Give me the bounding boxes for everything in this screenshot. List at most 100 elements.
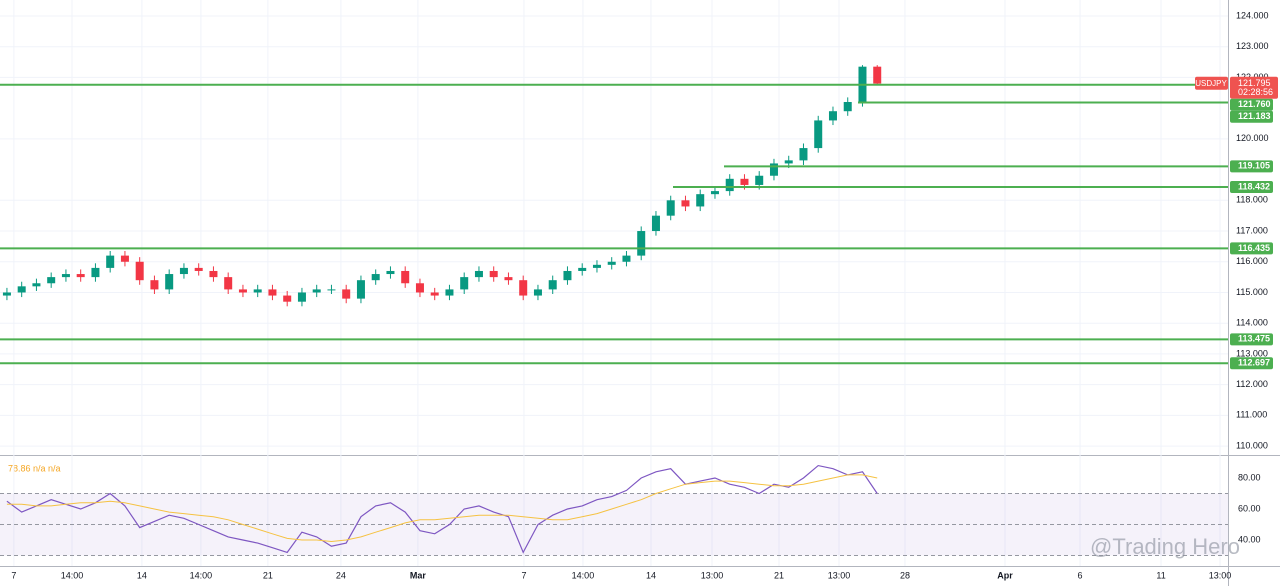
candle-body: [548, 280, 557, 290]
candle-body: [474, 270, 483, 278]
candle-body: [106, 255, 115, 268]
watermark: @Trading Hero: [1090, 534, 1240, 559]
y-tick-label: 116.000: [1236, 256, 1268, 266]
candle-body: [194, 267, 203, 271]
last-price-box: [1230, 76, 1278, 99]
candle-body: [784, 160, 793, 164]
candle-body: [814, 120, 823, 149]
candle-body: [253, 289, 262, 293]
level-label: 112.697: [1238, 358, 1270, 368]
candle-body: [755, 175, 764, 185]
y-tick-label: 115.000: [1236, 287, 1268, 297]
candle-body: [179, 267, 188, 275]
candle-body: [769, 163, 778, 176]
candle-body: [873, 66, 882, 84]
y-tick-label: 80.00: [1238, 472, 1261, 482]
y-tick-label: 111.000: [1236, 410, 1267, 420]
y-tick-label: 110.000: [1236, 440, 1268, 450]
x-tick-label: 14:00: [61, 570, 84, 580]
candle-body: [563, 270, 572, 281]
level-label: 113.475: [1238, 334, 1270, 344]
candle-body: [622, 255, 631, 262]
candle-body: [371, 274, 380, 281]
candle-body: [32, 283, 41, 287]
x-tick-label: 14: [646, 570, 656, 580]
rsi-line: [6, 464, 878, 554]
candle-body: [386, 270, 395, 275]
y-tick-label: 60.00: [1238, 503, 1261, 513]
symbol-label: USDJPY: [1195, 79, 1227, 88]
candle-body: [828, 111, 837, 121]
candle-body: [651, 215, 660, 232]
candle-body: [740, 178, 749, 185]
candle-body: [297, 292, 306, 302]
candle-body: [238, 289, 247, 293]
x-tick-label: 13:00: [828, 570, 851, 580]
level-label-box: [1230, 333, 1273, 346]
candle-body: [150, 280, 159, 290]
rsi-readout: 78.86 n/a n/a: [8, 463, 61, 473]
x-tick-label: 14: [137, 570, 147, 580]
candle-body: [843, 101, 852, 112]
candle-body: [710, 191, 719, 195]
level-label-box: [1230, 98, 1273, 111]
x-tick-label: 7: [521, 570, 526, 580]
level-label: 121.183: [1238, 111, 1271, 121]
candle-body: [445, 289, 454, 296]
level-label: 121.760: [1238, 99, 1271, 109]
x-tick-label: 7: [11, 570, 16, 580]
candle-body: [578, 267, 587, 271]
candle-body: [91, 267, 100, 278]
candle-body: [17, 286, 26, 293]
candle-body: [283, 295, 292, 302]
candle-body: [637, 231, 646, 256]
y-tick-label: 117.000: [1236, 225, 1268, 235]
y-tick-label: 113.000: [1236, 348, 1268, 358]
candle-body: [504, 277, 513, 281]
x-tick-label: 28: [900, 570, 910, 580]
candle-body: [2, 292, 11, 296]
y-tick-label: 118.000: [1236, 195, 1268, 205]
candle-body: [209, 270, 218, 278]
candle-body: [312, 289, 321, 293]
level-label-box: [1230, 160, 1273, 173]
x-tick-label: Mar: [410, 570, 427, 580]
candle-body: [76, 274, 85, 278]
level-label-box: [1230, 181, 1273, 194]
x-tick-label: Apr: [997, 570, 1013, 580]
y-tick-label: 40.00: [1238, 534, 1261, 544]
x-tick-label: 13:00: [701, 570, 724, 580]
countdown: 02:28:56: [1238, 87, 1273, 97]
level-label-box: [1230, 242, 1273, 255]
candle-body: [696, 194, 705, 207]
candle-body: [415, 283, 424, 293]
candle-body: [725, 178, 734, 192]
candle-body: [47, 277, 56, 284]
candle-body: [61, 274, 70, 278]
candle-body: [356, 280, 365, 299]
candle-body: [533, 289, 542, 296]
x-tick-label: 13:00: [1209, 570, 1232, 580]
level-label: 118.432: [1238, 181, 1270, 191]
candle-body: [666, 200, 675, 216]
candle-body: [489, 270, 498, 278]
level-label-box: [1230, 110, 1273, 123]
x-tick-label: 21: [774, 570, 784, 580]
y-tick-label: 114.000: [1236, 318, 1268, 328]
rsi-line: [6, 474, 878, 543]
x-tick-label: 14:00: [572, 570, 595, 580]
candle-body: [342, 289, 351, 299]
candle-body: [120, 255, 129, 262]
candle-body: [681, 200, 690, 207]
y-tick-label: 124.000: [1236, 10, 1269, 20]
y-tick-label: 112.000: [1236, 379, 1268, 389]
level-label-box: [1230, 357, 1273, 370]
candle-body: [592, 264, 601, 268]
candle-body: [430, 292, 439, 296]
level-label: 119.105: [1238, 161, 1270, 171]
last-price-label: 121.795: [1238, 78, 1271, 88]
candle-body: [135, 261, 144, 281]
candle-body: [327, 289, 336, 291]
